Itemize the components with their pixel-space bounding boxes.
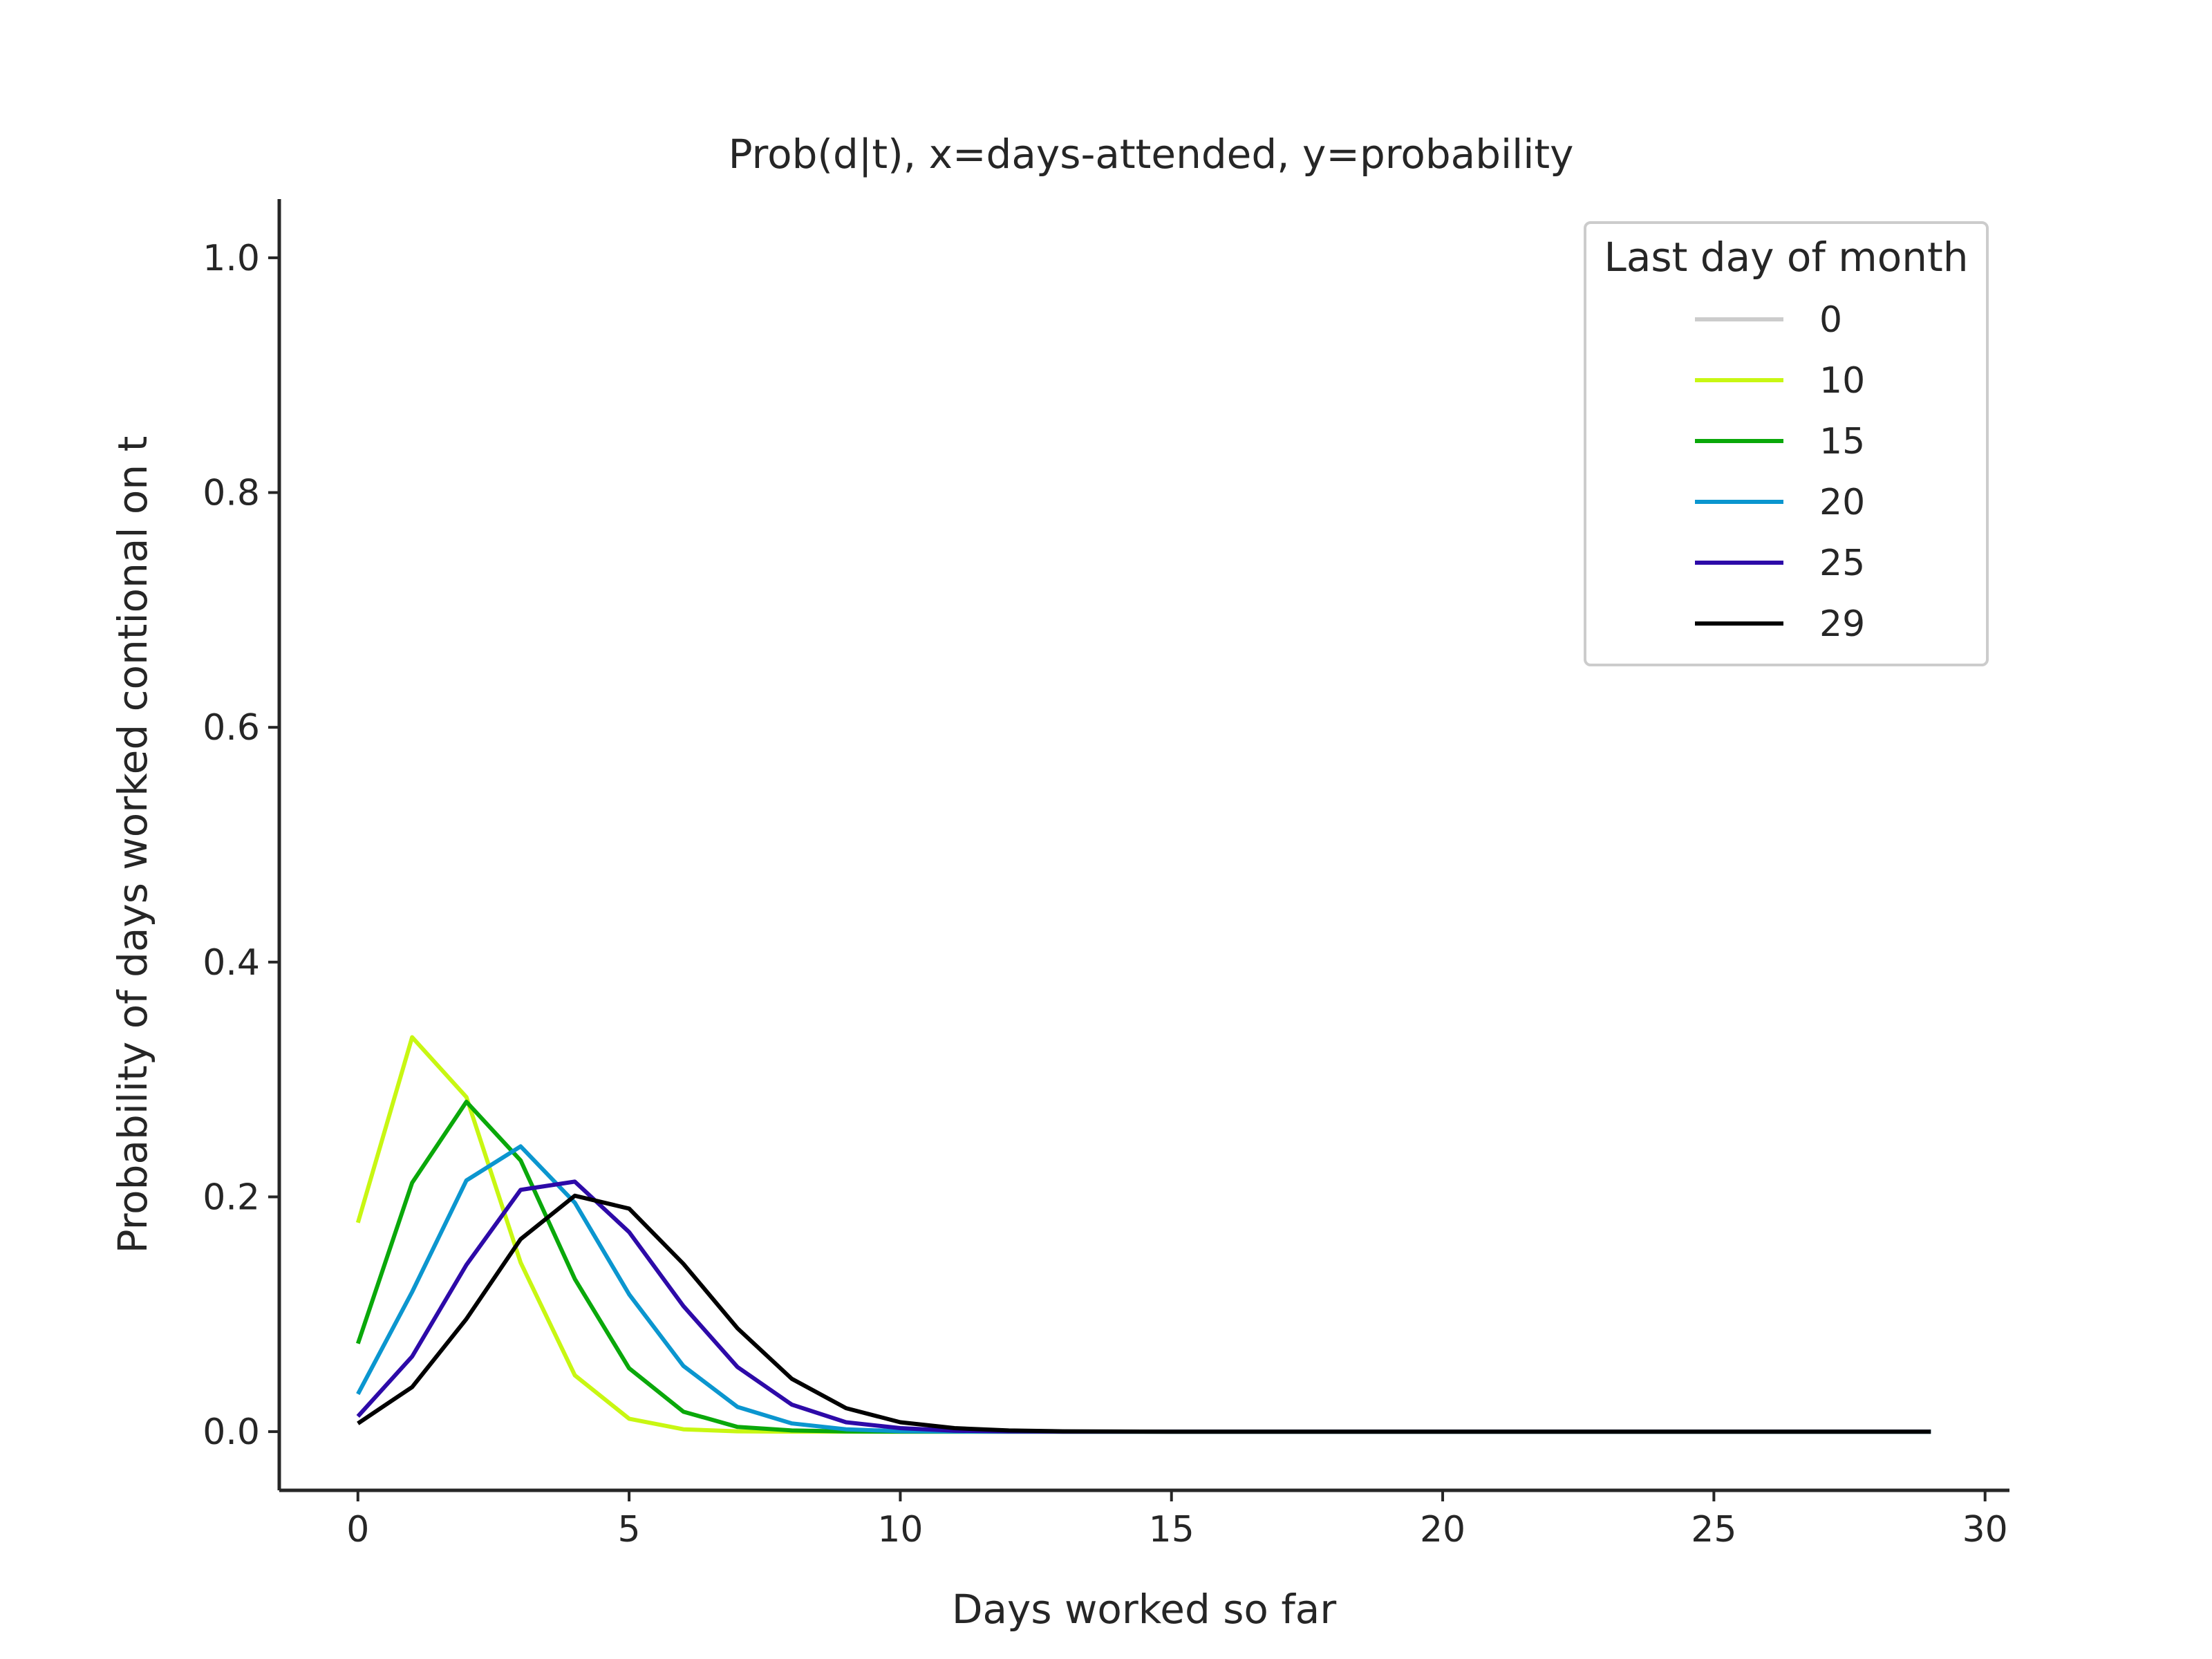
chart-title: Prob(d|t), x=days-attended, y=probabilit… xyxy=(729,131,1574,178)
legend: Last day of month 0 10 15 20 25 29 xyxy=(1584,221,1989,666)
series-line-15 xyxy=(355,1099,1931,1434)
x-tick-label: 25 xyxy=(1691,1509,1736,1550)
legend-label-15: 15 xyxy=(1819,421,1865,462)
x-tick-label: 10 xyxy=(877,1509,923,1550)
legend-title: Last day of month xyxy=(1604,234,1969,281)
x-axis-ticks: 0 5 10 15 20 25 30 xyxy=(346,1490,2008,1550)
y-tick-label: 0.2 xyxy=(203,1177,260,1218)
x-tick-label: 15 xyxy=(1149,1509,1194,1550)
series-layer xyxy=(355,1035,1931,1434)
legend-label-20: 20 xyxy=(1819,482,1865,523)
x-tick-label: 20 xyxy=(1420,1509,1465,1550)
y-axis-ticks: 0.0 0.2 0.4 0.6 0.8 1.0 xyxy=(203,238,279,1453)
y-axis-label: Probability of days worked contional on … xyxy=(109,436,156,1254)
legend-label-10: 10 xyxy=(1819,360,1865,402)
legend-label-25: 25 xyxy=(1819,543,1865,584)
x-tick-label: 5 xyxy=(618,1509,641,1550)
legend-frame xyxy=(1584,221,1989,666)
y-tick-label: 0.4 xyxy=(203,942,260,984)
x-tick-label: 30 xyxy=(1962,1509,2008,1550)
y-tick-label: 1.0 xyxy=(203,238,260,279)
legend-label-29: 29 xyxy=(1819,603,1865,645)
y-tick-label: 0.0 xyxy=(203,1412,260,1453)
legend-items: 0 10 15 20 25 29 xyxy=(1695,299,1865,645)
series-line-29 xyxy=(357,1193,1931,1434)
legend-label-0: 0 xyxy=(1819,299,1842,341)
y-tick-label: 0.6 xyxy=(203,707,260,749)
x-tick-label: 0 xyxy=(346,1509,369,1550)
x-axis-label: Days worked so far xyxy=(952,1586,1337,1633)
y-tick-label: 0.8 xyxy=(203,473,260,514)
